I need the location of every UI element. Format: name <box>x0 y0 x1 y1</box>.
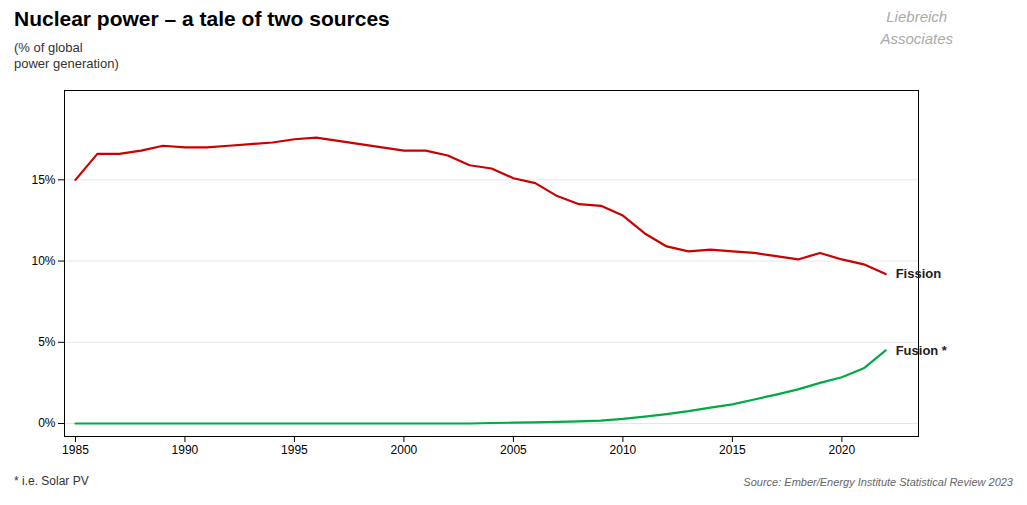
svg-text:1995: 1995 <box>281 443 308 457</box>
svg-text:2015: 2015 <box>719 443 746 457</box>
svg-text:2000: 2000 <box>391 443 418 457</box>
html-text:Liebreich Associates: Liebreich Associates <box>880 8 953 47</box>
svg-text:0%: 0% <box>38 416 56 430</box>
svg-text:Fission: Fission <box>896 266 942 281</box>
html-text:Source: Ember/Energy Institute: Source: Ember/Energy Institute Statistic… <box>743 476 1013 488</box>
svg-text:2005: 2005 <box>500 443 527 457</box>
svg-text:5%: 5% <box>38 335 56 349</box>
svg-text:2010: 2010 <box>610 443 637 457</box>
svg-text:2020: 2020 <box>829 443 856 457</box>
svg-text:10%: 10% <box>31 254 55 268</box>
svg-text:1990: 1990 <box>172 443 199 457</box>
html-text:* i.e. Solar PV: * i.e. Solar PV <box>14 474 89 488</box>
html-text:(% of global power generation): (% of global power generation) <box>14 40 119 71</box>
svg-text:15%: 15% <box>31 173 55 187</box>
svg-text:Fusion *: Fusion * <box>896 343 948 358</box>
svg-text:1985: 1985 <box>62 443 89 457</box>
html-text:Nuclear power – a tale of two: Nuclear power – a tale of two sources <box>14 7 390 30</box>
